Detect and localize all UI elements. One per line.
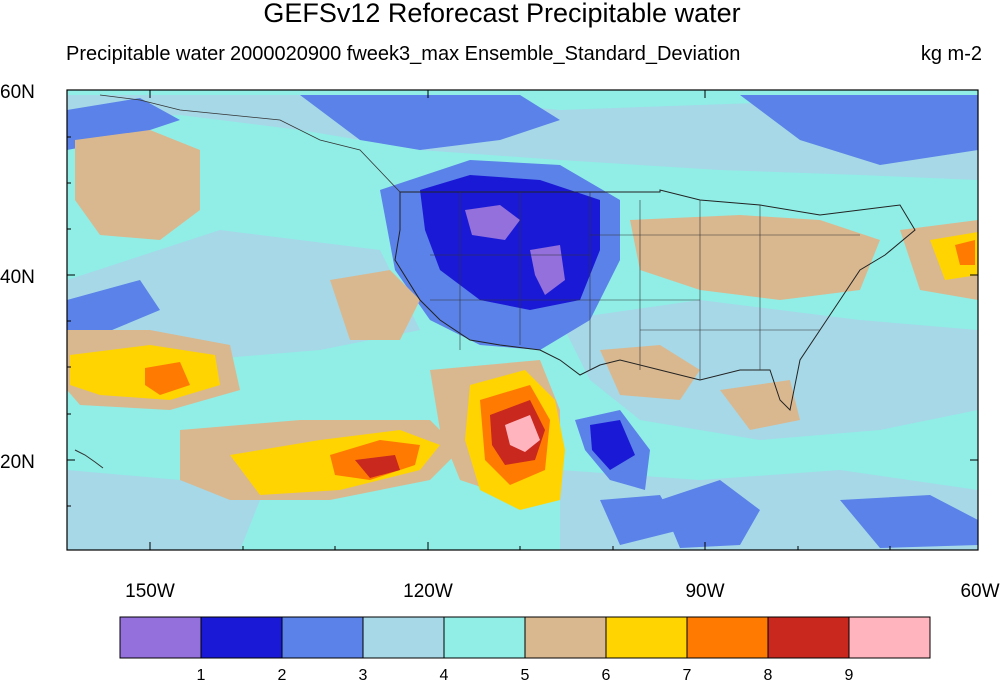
colorbar-swatch — [848, 616, 931, 659]
colorbar-tick-label: 4 — [440, 667, 449, 684]
contour-band-5to6 — [630, 215, 880, 300]
colorbar-swatch — [686, 616, 769, 659]
contour-band-7to8 — [145, 362, 190, 395]
colorbar-swatch — [362, 616, 445, 659]
contour-band-2to3 — [600, 495, 680, 545]
lat-ticks — [67, 89, 978, 507]
colorbar — [119, 616, 931, 659]
lat-label-40n: 40N — [0, 267, 35, 288]
contour-band-2to3 — [740, 95, 978, 165]
colorbar-swatch — [119, 616, 202, 659]
contour-band-2to3 — [840, 495, 978, 548]
colorbar-swatch — [443, 616, 526, 659]
colorbar-swatch — [605, 616, 688, 659]
contour-band-2to3 — [660, 480, 760, 548]
contour-band-2to3 — [300, 95, 560, 150]
contour-band-5to6 — [720, 380, 800, 430]
colorbar-labels: 1 2 3 4 5 6 7 8 9 — [197, 667, 854, 684]
contour-band-2to3 — [67, 280, 160, 340]
lon-label-90w: 90W — [685, 581, 724, 602]
contour-band-5to6 — [75, 130, 200, 240]
colorbar-tick-label: 6 — [602, 667, 611, 684]
colorbar-tick-label: 9 — [845, 667, 854, 684]
run-description: 2000020900 fweek3_max Ensemble_Standard_… — [230, 43, 741, 65]
colorbar-swatch — [281, 616, 364, 659]
colorbar-tick-label: 2 — [278, 667, 287, 684]
hawaii-islands — [74, 449, 104, 469]
contour-band-gt9 — [505, 415, 540, 452]
contour-band-8to9 — [355, 455, 400, 478]
map-field — [67, 90, 978, 550]
colorbar-tick-label: 5 — [521, 667, 530, 684]
conus-outline — [394, 189, 916, 412]
lat-label-20n: 20N — [0, 452, 35, 473]
state-lines — [430, 192, 860, 380]
colorbar-tick-label: 3 — [359, 667, 368, 684]
map-title: GEFSv12 Reforecast Precipitable water — [263, 0, 741, 28]
contour-band-7to8 — [955, 240, 975, 265]
variable-label: Precipitable water — [66, 43, 225, 65]
colorbar-tick-label: 8 — [764, 667, 773, 684]
colorbar-swatch — [524, 616, 607, 659]
contour-band-lt1 — [530, 245, 565, 295]
pacific-coastline — [99, 94, 401, 193]
contour-band-3to4 — [67, 95, 978, 180]
colorbar-swatch — [767, 616, 850, 659]
lon-label-60w: 60W — [960, 581, 999, 602]
lon-label-150w: 150W — [125, 581, 175, 602]
units-label: kg m-2 — [920, 43, 982, 65]
contour-band-1to2 — [590, 420, 635, 470]
contour-band-5to6 — [330, 270, 420, 340]
lon-ticks — [149, 90, 979, 550]
colorbar-tick-label: 7 — [683, 667, 692, 684]
contour-band-5to6 — [600, 345, 700, 400]
colorbar-tick-label: 1 — [197, 667, 206, 684]
plot-frame — [66, 89, 979, 551]
contour-band-2to3 — [67, 98, 180, 150]
lat-label-60n: 60N — [0, 82, 35, 103]
contour-band-lt1 — [465, 205, 520, 240]
lon-label-120w: 120W — [403, 581, 453, 602]
colorbar-swatch — [200, 616, 283, 659]
